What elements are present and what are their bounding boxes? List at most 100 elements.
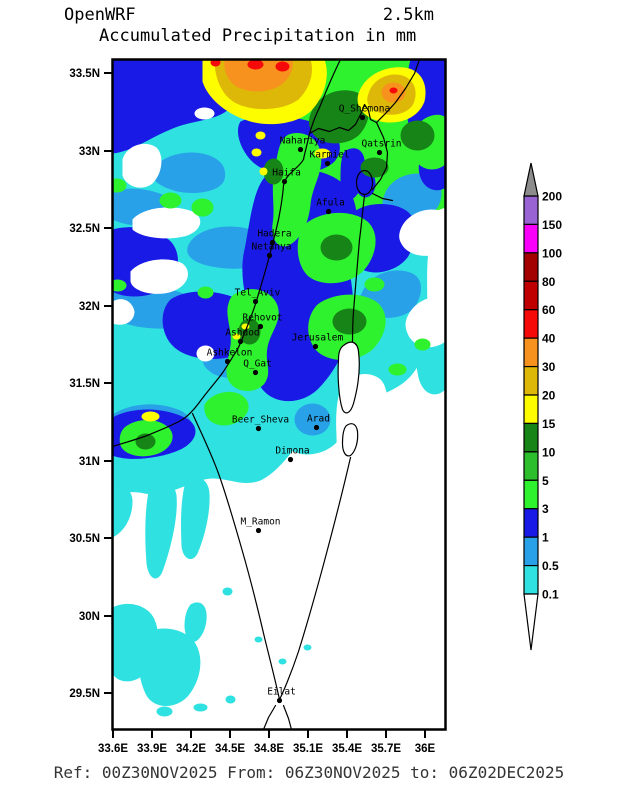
colorbar-label: 0.5: [542, 559, 559, 573]
colorbar-label: 80: [542, 275, 556, 289]
city-label: Ashkelon: [207, 348, 253, 359]
colorbar-label: 5: [542, 474, 549, 488]
colorbar-segment: [523, 337, 539, 368]
geo-borders: [112, 59, 421, 730]
lon-tick-label: 33.6E: [98, 743, 128, 755]
colorbar-label: 100: [542, 246, 562, 260]
city-dot: [252, 298, 259, 305]
lat-tick-label: 32.5N: [69, 223, 100, 235]
colorbar-segment: [523, 309, 539, 339]
city-dot: [266, 252, 273, 259]
lon-tick-label: 35.1E: [293, 743, 323, 755]
city-dot: [255, 527, 262, 534]
plot-subtitle: Accumulated Precipitation in mm: [99, 26, 417, 46]
lon-tick-label: 34.2E: [176, 743, 206, 755]
colorbar-arrow-bottom: [523, 593, 539, 651]
colorbar-label: 40: [542, 332, 556, 346]
city-label: Q_Gat: [243, 359, 272, 370]
city-dot: [325, 208, 332, 215]
city-markers: Q_Shemona Nahariya Qatsrin Karmiel Haifa Aful…: [207, 104, 402, 704]
lat-tick-label: 33N: [79, 146, 100, 158]
colorbar-label: 3: [542, 502, 549, 516]
colorbar-segment: [523, 280, 539, 311]
jordan-river: [351, 194, 366, 345]
city-dot: [237, 338, 244, 345]
colorbar-segment: [523, 252, 539, 282]
city-label: Ashdod: [225, 328, 259, 339]
colorbar-label: 10: [542, 445, 556, 459]
colorbar-arrow-top: [523, 162, 539, 197]
city-dot: [269, 239, 276, 246]
precip-field: [112, 59, 446, 730]
city-label: M_Ramon: [240, 517, 280, 528]
city-dot: [255, 425, 262, 432]
lon-tick-label: 36E: [415, 743, 436, 755]
city-dot: [376, 149, 383, 156]
city-dot: [224, 358, 231, 365]
plot-title-row: OpenWRF 2.5km: [64, 5, 434, 25]
colorbar-segment: [523, 536, 539, 567]
footer-ref-line: Ref: 00Z30NOV2025 From: 06Z30NOV2025 to:…: [53, 763, 565, 782]
colorbar-segment: [523, 508, 539, 538]
border-lebanon: [308, 103, 378, 135]
city-label: Netanya: [251, 242, 291, 253]
colorbar-segment: [523, 195, 539, 226]
city-label: Karmiel: [309, 150, 349, 161]
dead-sea-north: [337, 341, 360, 414]
city-dot: [312, 343, 319, 350]
border-yarmouk: [371, 192, 394, 202]
lon-tick-label: 33.9E: [137, 743, 167, 755]
colorbar-label: 150: [542, 218, 562, 232]
colorbar-segment: [523, 365, 539, 396]
city-label: Eilat: [267, 687, 296, 698]
city-dot: [324, 160, 331, 167]
colorbar: 200 150 100 80 60 40 30 20 15 10 5 3 1 0.5 0.1: [523, 162, 562, 651]
model-name: OpenWRF: [64, 5, 136, 25]
city-dot: [281, 178, 288, 185]
colorbar-label: 1: [542, 531, 549, 545]
city-dot: [287, 456, 294, 463]
city-label: Tel_Aviv: [235, 288, 281, 299]
lat-tick-label: 33.5N: [69, 68, 100, 80]
lat-tick-label: 31.5N: [69, 378, 100, 390]
lat-axis: 33.5N 33N 32.5N 32N 31.5N 31N 30.5N 30N 29.5N: [69, 68, 112, 700]
colorbar-label: 200: [542, 190, 562, 204]
border-egypt: [191, 412, 281, 701]
lake-kinneret: [355, 169, 374, 196]
map-area: Q_Shemona Nahariya Qatsrin Karmiel Haifa Aful…: [112, 59, 446, 730]
colorbar-segment: [523, 422, 539, 453]
city-label: Nahariya: [280, 136, 326, 147]
city-label: Jerusalem: [292, 333, 344, 344]
border-golan: [371, 121, 389, 191]
gulf-aqaba-east: [282, 704, 293, 730]
lon-tick-label: 35.4E: [332, 743, 362, 755]
colorbar-label: 30: [542, 360, 556, 374]
city-label: Beer_Sheva: [232, 415, 289, 426]
lon-tick-label: 34.5E: [215, 743, 245, 755]
lon-axis: 33.6E 33.9E 34.2E 34.5E 34.8E 35.1E 35.4E 35.7E…: [98, 730, 436, 755]
colorbar-segment: [523, 394, 539, 425]
city-dot: [276, 697, 283, 704]
lat-tick-label: 30N: [79, 611, 100, 623]
city-dot: [252, 369, 259, 376]
colorbar-label: 15: [542, 417, 556, 431]
colorbar-label: 60: [542, 303, 556, 317]
city-label: Arad: [307, 414, 330, 425]
colorbar-segment: [523, 564, 539, 595]
gulf-aqaba-west: [262, 704, 277, 730]
city-label: Haifa: [272, 168, 301, 179]
city-dot: [359, 114, 366, 121]
colorbar-segment: [523, 451, 539, 481]
city-dot: [297, 146, 304, 153]
map-frame: [111, 58, 447, 731]
lat-tick-label: 32N: [79, 301, 100, 313]
dead-sea-south: [341, 423, 359, 457]
lat-tick-label: 29.5N: [69, 688, 100, 700]
city-label: Dimona: [275, 446, 309, 457]
city-dot: [257, 323, 264, 330]
lat-tick-label: 31N: [79, 456, 100, 468]
city-label: Q_Shemona: [339, 104, 390, 115]
coastline: [112, 59, 342, 448]
